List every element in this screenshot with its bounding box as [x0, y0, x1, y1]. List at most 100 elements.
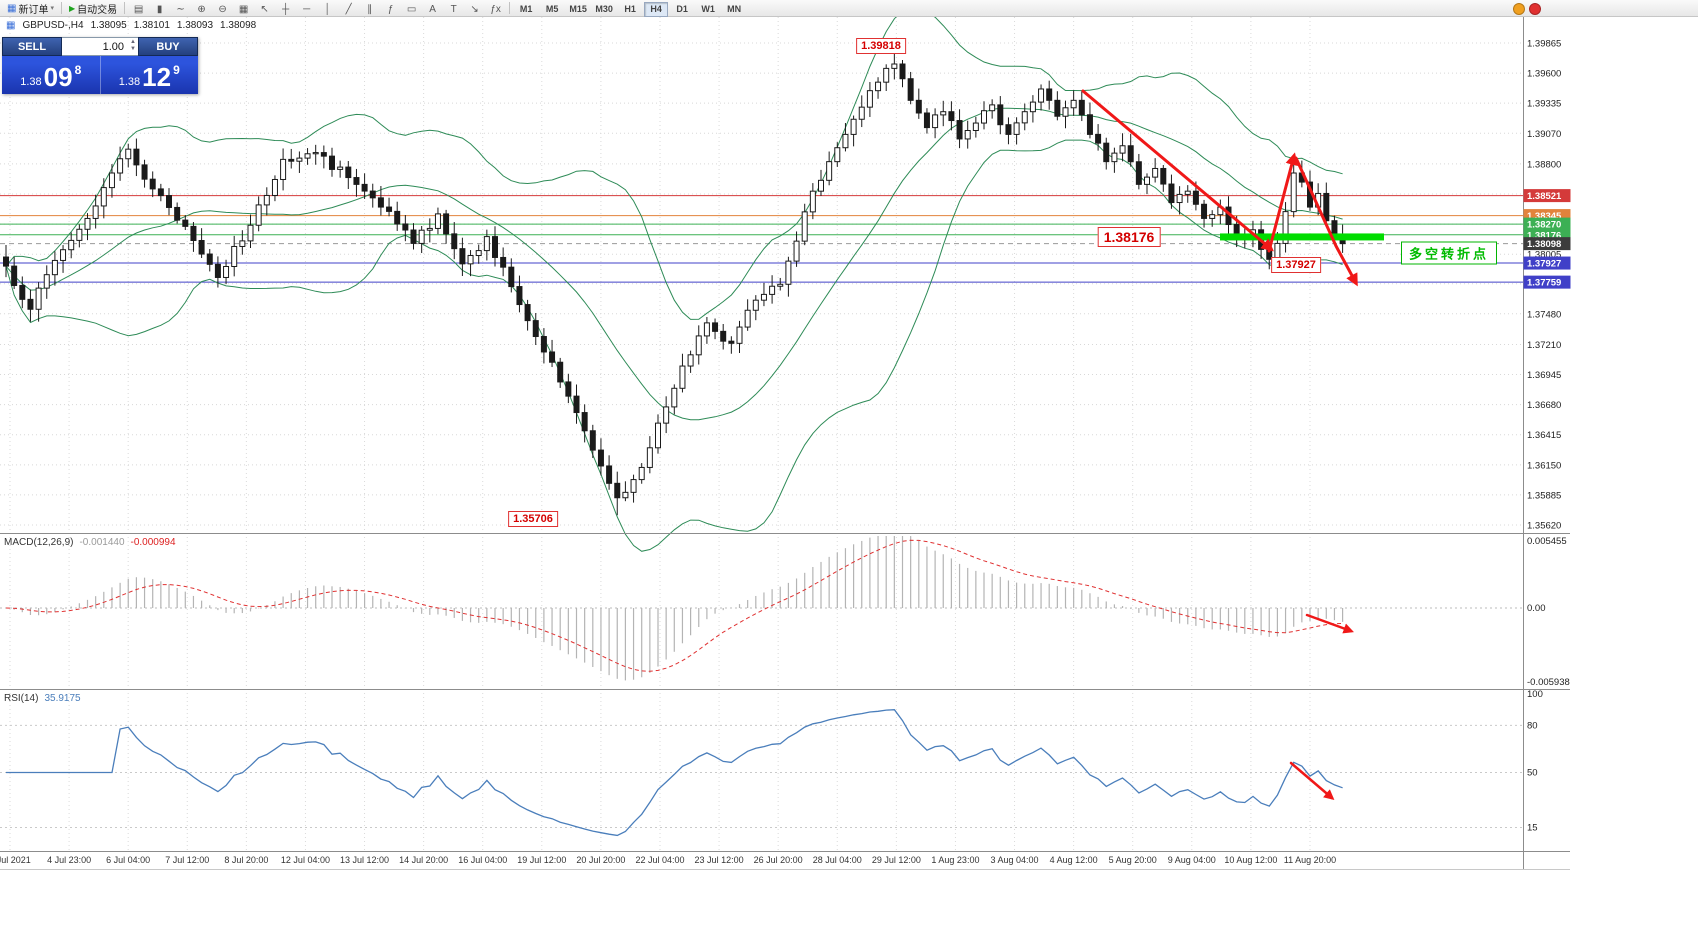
macd-main-value: -0.001440: [79, 537, 125, 548]
price-divider: [99, 56, 101, 94]
symbol-label: GBPUSD-,H4: [22, 20, 84, 31]
svg-text:16 Jul 04:00: 16 Jul 04:00: [458, 855, 507, 865]
toolbar-icon-group: ▤ ▮ ∼ ⊕ ⊖ ▦ ↖ ┼ ─ │ ╱ ∥ ƒ ▭ A T ↘ ƒx: [128, 0, 506, 17]
buy-price-base: 1.38: [118, 76, 141, 88]
key-level-label[interactable]: 1.38176: [1097, 227, 1161, 247]
toolbar-separator: [509, 2, 511, 14]
svg-text:1.35620: 1.35620: [1527, 521, 1561, 532]
fibonacci-icon[interactable]: ƒ: [387, 4, 394, 15]
volume-input[interactable]: 1.00 ▲ ▼: [62, 37, 138, 56]
bounce-up-arrow[interactable]: [1267, 152, 1298, 253]
reversal-down-arrow[interactable]: [1294, 156, 1358, 287]
svg-text:29 Jul 12:00: 29 Jul 12:00: [872, 855, 921, 865]
alert-icon[interactable]: [1513, 3, 1525, 15]
svg-text:1.38270: 1.38270: [1527, 220, 1561, 231]
bars-chart-icon[interactable]: ▤: [133, 4, 144, 15]
quote-line: ▦ GBPUSD-,H4 1.38095 1.38101 1.38093 1.3…: [6, 20, 256, 31]
svg-text:80: 80: [1527, 720, 1538, 731]
svg-text:1.38345: 1.38345: [1527, 211, 1562, 222]
sell-price-pipette: 8: [74, 63, 82, 77]
swing-low-label[interactable]: 1.37927: [1271, 257, 1321, 273]
svg-text:10 Aug 12:00: 10 Aug 12:00: [1224, 855, 1277, 865]
timeframe-button-h4[interactable]: H4: [644, 1, 669, 17]
arrows-icon[interactable]: ↘: [470, 4, 479, 15]
indicators-icon[interactable]: ƒx: [490, 4, 501, 15]
timeframe-button-mn[interactable]: MN: [727, 4, 742, 14]
svg-text:1.38521: 1.38521: [1527, 191, 1562, 202]
svg-text:1.37927: 1.37927: [1527, 259, 1561, 270]
macd-down-arrow[interactable]: [1305, 613, 1354, 634]
quote-open: 1.38095: [90, 20, 127, 31]
downtrend-arrow[interactable]: [1081, 89, 1274, 252]
svg-text:1.38098: 1.38098: [1527, 239, 1561, 250]
drawings-layer[interactable]: [1081, 89, 1384, 801]
zoom-out-icon[interactable]: ⊖: [218, 4, 227, 15]
channel-icon[interactable]: ∥: [367, 4, 373, 15]
cursor-icon[interactable]: ↖: [260, 4, 269, 15]
svg-text:3 Aug 04:00: 3 Aug 04:00: [991, 855, 1039, 865]
autotrading-button[interactable]: ▶ 自动交易: [65, 1, 121, 16]
autotrading-label: 自动交易: [77, 4, 118, 16]
toolbar-separator: [60, 2, 62, 14]
buy-price-pipette: 9: [173, 63, 180, 77]
new-order-button[interactable]: ▦ 新订单 ▾: [3, 1, 58, 16]
sell-button[interactable]: SELL: [2, 37, 62, 56]
svg-text:1.36415: 1.36415: [1527, 430, 1561, 441]
svg-text:7 Jul 12:00: 7 Jul 12:00: [165, 855, 209, 865]
volume-up-button[interactable]: ▲: [130, 39, 136, 45]
trendline-icon[interactable]: ╱: [345, 4, 352, 15]
timeframe-button-d1[interactable]: D1: [676, 4, 688, 14]
svg-text:1.37759: 1.37759: [1527, 278, 1561, 289]
buy-price-pips: 12: [142, 62, 172, 92]
notification-icon[interactable]: [1529, 3, 1541, 15]
svg-text:1.35885: 1.35885: [1527, 490, 1561, 501]
new-chart-icon: ▦: [7, 2, 17, 14]
svg-text:19 Jul 12:00: 19 Jul 12:00: [517, 855, 566, 865]
bollinger-bands-layer: [5, 7, 1343, 552]
buy-button[interactable]: BUY: [138, 37, 198, 56]
timeframe-button-h1[interactable]: H1: [624, 4, 636, 14]
label-icon[interactable]: T: [450, 4, 457, 15]
timeframe-button-m30[interactable]: M30: [595, 4, 613, 14]
play-icon: ▶: [68, 3, 76, 13]
crosshair-icon[interactable]: ┼: [282, 4, 290, 15]
tile-windows-icon[interactable]: ▦: [238, 4, 249, 15]
new-order-label: 新订单: [18, 4, 49, 16]
high-price-label[interactable]: 1.39818: [856, 38, 906, 54]
horizontal-line-icon[interactable]: ─: [303, 4, 311, 15]
one-click-trading-panel: SELL 1.00 ▲ ▼ BUY 1.38 09 8 1.38 12 9: [2, 37, 198, 94]
timeframe-button-m5[interactable]: M5: [545, 4, 559, 14]
vertical-line-icon[interactable]: │: [324, 4, 331, 15]
timeframe-button-m1[interactable]: M1: [519, 4, 533, 14]
main-toolbar: ▦ 新订单 ▾ ▶ 自动交易 ▤ ▮ ∼ ⊕ ⊖ ▦ ↖ ┼ ─ │ ╱ ∥ ƒ ▭ A T ↘ ƒx M1 M5 M…: [0, 0, 1698, 17]
candlestick-chart-icon[interactable]: ▮: [156, 4, 163, 15]
timeframe-button-m15[interactable]: M15: [569, 4, 587, 14]
svg-text:11 Aug 20:00: 11 Aug 20:00: [1284, 855, 1336, 865]
timeframe-button-w1[interactable]: W1: [701, 4, 715, 14]
svg-text:1.39070: 1.39070: [1527, 129, 1561, 140]
support-zone-rectangle[interactable]: [1220, 233, 1384, 241]
axis-layer: 1.398651.396001.393351.390701.388001.385…: [0, 17, 1698, 870]
candles-layer: [3, 48, 1346, 516]
buy-price-button[interactable]: 1.38 12 9: [101, 56, 199, 94]
toolbar-separator: [124, 2, 126, 14]
svg-text:5 Aug 20:00: 5 Aug 20:00: [1109, 855, 1157, 865]
svg-text:26 Jul 20:00: 26 Jul 20:00: [754, 855, 803, 865]
zoom-in-icon[interactable]: ⊕: [197, 4, 206, 15]
svg-text:6 Jul 04:00: 6 Jul 04:00: [106, 855, 150, 865]
sell-price-button[interactable]: 1.38 09 8: [2, 56, 100, 94]
low-price-label[interactable]: 1.35706: [508, 511, 558, 527]
rsi-down-arrow[interactable]: [1289, 761, 1335, 801]
text-icon[interactable]: A: [429, 4, 436, 15]
volume-down-button[interactable]: ▼: [130, 46, 136, 52]
chart-mini-icon: ▦: [6, 20, 16, 31]
svg-text:100: 100: [1527, 689, 1543, 700]
turning-point-label[interactable]: 多空转折点: [1400, 241, 1498, 265]
shapes-icon[interactable]: ▭: [406, 4, 417, 15]
rsi-label: RSI(14) 35.9175: [4, 693, 81, 704]
svg-text:1.36680: 1.36680: [1527, 400, 1561, 411]
svg-text:-0.005938: -0.005938: [1527, 677, 1570, 688]
svg-text:1 Jul 2021: 1 Jul 2021: [0, 855, 31, 865]
line-chart-icon[interactable]: ∼: [176, 4, 185, 15]
